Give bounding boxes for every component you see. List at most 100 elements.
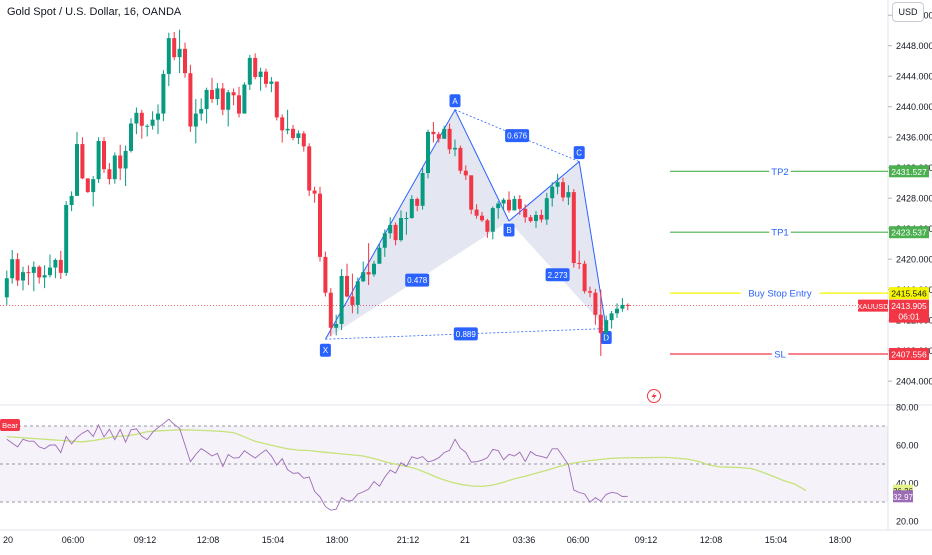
time-tick-label: 18:00	[829, 535, 852, 545]
candle-body	[96, 141, 101, 180]
candle-body	[15, 259, 20, 281]
candle-body	[258, 71, 263, 77]
candle-body	[431, 131, 436, 135]
rsi-value-text: 32.97	[893, 493, 914, 502]
candle-body	[264, 71, 268, 84]
candle-body	[393, 224, 398, 241]
pattern-ratio-label-box	[505, 129, 530, 143]
rsi-tick-label: 40.00	[896, 479, 919, 489]
currency-button[interactable]: USD	[892, 2, 924, 22]
candle-body	[409, 198, 414, 219]
candle-body	[339, 275, 344, 324]
pattern-point-label-text: X	[323, 346, 329, 355]
pattern-point-label: B	[503, 223, 515, 237]
time-tick-label: 03:36	[513, 535, 536, 545]
candle-body	[166, 38, 171, 74]
rsi-value-tag	[893, 490, 913, 503]
candle-body	[534, 214, 538, 222]
pattern-point-label-box	[573, 146, 585, 160]
candle-body	[588, 291, 592, 293]
candle-body	[334, 323, 339, 328]
pattern-legs	[324, 108, 607, 340]
pattern-point-label-box	[449, 94, 461, 108]
candle-body	[372, 263, 376, 275]
level-price-tag	[889, 287, 929, 300]
candle-body	[42, 275, 47, 278]
candle-body	[274, 81, 279, 118]
candle-body	[253, 57, 258, 77]
pattern-xab-fill	[325, 109, 509, 340]
price-tick-label: 2448.000	[896, 41, 932, 51]
time-tick-label: 15:04	[765, 535, 788, 545]
level-price-text: 2415.546	[891, 289, 927, 299]
flash-icon[interactable]	[647, 389, 661, 403]
pattern-point-label-text: A	[452, 97, 458, 106]
level-label: Buy Stop Entry	[748, 289, 812, 300]
time-tick-label: 09:12	[134, 535, 157, 545]
candle-body	[145, 125, 150, 127]
candle-body	[453, 147, 457, 150]
pattern-point-label: X	[319, 343, 331, 357]
candle-body	[242, 84, 247, 114]
candle-body	[571, 192, 576, 263]
candle-body	[31, 266, 36, 273]
candle-body	[615, 308, 619, 314]
time-tick-label: 12:08	[197, 535, 220, 545]
candle-body	[231, 92, 236, 96]
rsi-line	[6, 418, 628, 511]
candle-body	[474, 209, 479, 216]
last-price-tag	[889, 299, 929, 323]
bear-badge	[0, 419, 20, 431]
pattern-ratio-label: 0.676	[505, 129, 530, 143]
candle-body	[215, 88, 220, 100]
candle-body	[85, 178, 90, 193]
candle-body	[544, 198, 549, 220]
candle-body	[577, 262, 582, 264]
time-tick-label: 12:08	[700, 535, 723, 545]
candle-body	[64, 205, 69, 273]
level-price-tag	[889, 348, 929, 361]
pattern-point-label: A	[449, 94, 461, 108]
level-price-text: 2431.527	[891, 167, 927, 177]
candle-body	[528, 217, 533, 222]
candle-body	[183, 48, 187, 74]
pattern-point-label-text: B	[506, 226, 511, 235]
level-price-tag	[889, 165, 929, 178]
candle-body	[609, 313, 614, 321]
candle-body	[345, 275, 349, 297]
candle-body	[226, 92, 231, 110]
candle-body	[426, 131, 430, 174]
pattern-point-label: C	[573, 146, 585, 160]
level-label-bg	[771, 348, 789, 361]
bear-badge-text: Bear	[2, 421, 18, 430]
candle-body	[285, 128, 290, 131]
symbol-tag-text: XAUUSD	[857, 302, 889, 311]
rsi-tick-label: 80.00	[896, 403, 919, 413]
time-tick-label: 21	[460, 535, 470, 545]
candle-body	[517, 198, 522, 209]
candle-body	[220, 88, 225, 110]
candle-body	[377, 247, 382, 264]
pattern-bcd-fill	[509, 161, 607, 329]
candle-body	[604, 320, 609, 334]
candle-body	[69, 195, 74, 206]
candle-body	[350, 296, 355, 305]
pattern-ratio-label-text: 2.273	[548, 271, 569, 280]
candle-body	[480, 215, 484, 221]
candle-body	[463, 170, 468, 176]
candle-body	[620, 304, 625, 309]
candle-body	[485, 220, 490, 232]
level-label-bg	[740, 287, 820, 300]
candle-body	[550, 186, 555, 199]
time-tick-label: 20	[3, 535, 13, 545]
candle-body	[139, 112, 144, 126]
candle-body	[447, 128, 452, 150]
level-label-bg	[769, 226, 791, 239]
flash-icon-ring	[647, 389, 661, 403]
candle-body	[91, 179, 96, 193]
level-label: TP1	[771, 228, 788, 239]
candle-body	[469, 175, 474, 210]
